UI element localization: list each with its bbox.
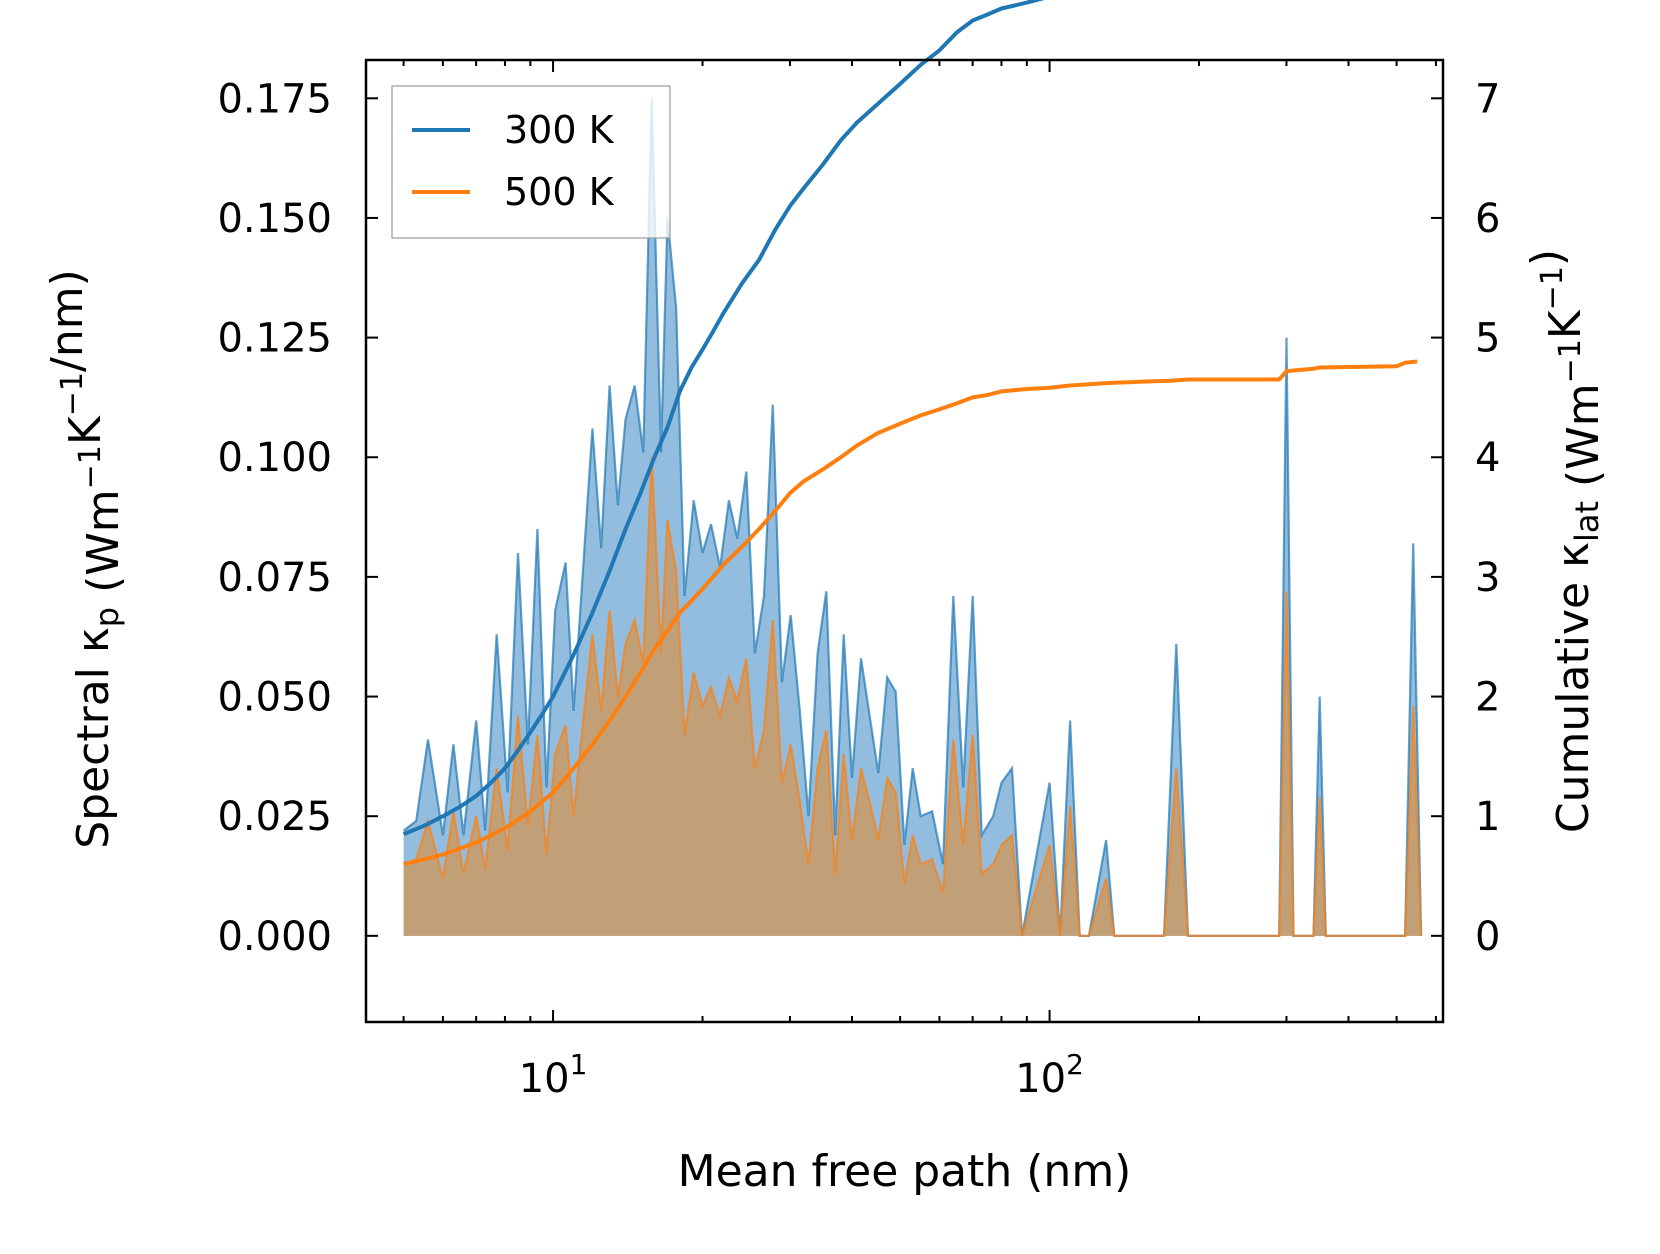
y-left-tick-label: 0.100 bbox=[217, 435, 332, 481]
axes-frame bbox=[364, 58, 1445, 1024]
y-left-tick-label: 0.125 bbox=[217, 316, 332, 362]
y-right-tick-label: 6 bbox=[1475, 196, 1500, 242]
y-right-tick-label: 3 bbox=[1475, 555, 1500, 601]
spectral-line-300k bbox=[402, 98, 1423, 937]
y-axis-right-title: Cumulative κlat (Wm−1K−1) bbox=[1522, 249, 1609, 833]
y-left-tick-label: 0.075 bbox=[217, 555, 332, 601]
y-right-tick-label: 1 bbox=[1475, 794, 1500, 840]
y-left-tick-label: 0.000 bbox=[217, 914, 332, 960]
legend: 300 K 500 K bbox=[391, 85, 671, 239]
cumulative-line-500k bbox=[403, 359, 1418, 867]
x-tick-label: 102 bbox=[1015, 1048, 1084, 1102]
spectral-area-500k bbox=[403, 457, 1422, 936]
y-left-tick-label: 0.025 bbox=[217, 794, 332, 840]
y-left-tick-label: 0.050 bbox=[217, 675, 332, 721]
plot-area bbox=[402, 0, 1423, 937]
x-tick-label: 101 bbox=[519, 1048, 588, 1102]
y-left-tick-label: 0.175 bbox=[217, 76, 332, 122]
cumulative-line-300k bbox=[402, 0, 1045, 836]
y-axis-left-title: Spectral κp (Wm−1K−1/nm) bbox=[42, 269, 129, 849]
spectral-line-500k bbox=[403, 457, 1423, 937]
y-right-tick-label: 4 bbox=[1475, 435, 1500, 481]
legend-label-500k: 500 K bbox=[504, 170, 615, 214]
axis-ticks: 101 1020.0000.0250.0500.0750.1000.1250.15… bbox=[217, 60, 1500, 1102]
x-axis-title: Mean free path (nm) bbox=[678, 1146, 1132, 1197]
y-right-tick-label: 7 bbox=[1475, 76, 1500, 122]
legend-label-300k: 300 K bbox=[504, 108, 615, 152]
y-right-tick-label: 0 bbox=[1475, 914, 1500, 960]
y-left-tick-label: 0.150 bbox=[217, 196, 332, 242]
y-right-tick-label: 2 bbox=[1475, 675, 1500, 721]
legend-box bbox=[391, 85, 671, 239]
y-right-tick-label: 5 bbox=[1475, 316, 1500, 362]
